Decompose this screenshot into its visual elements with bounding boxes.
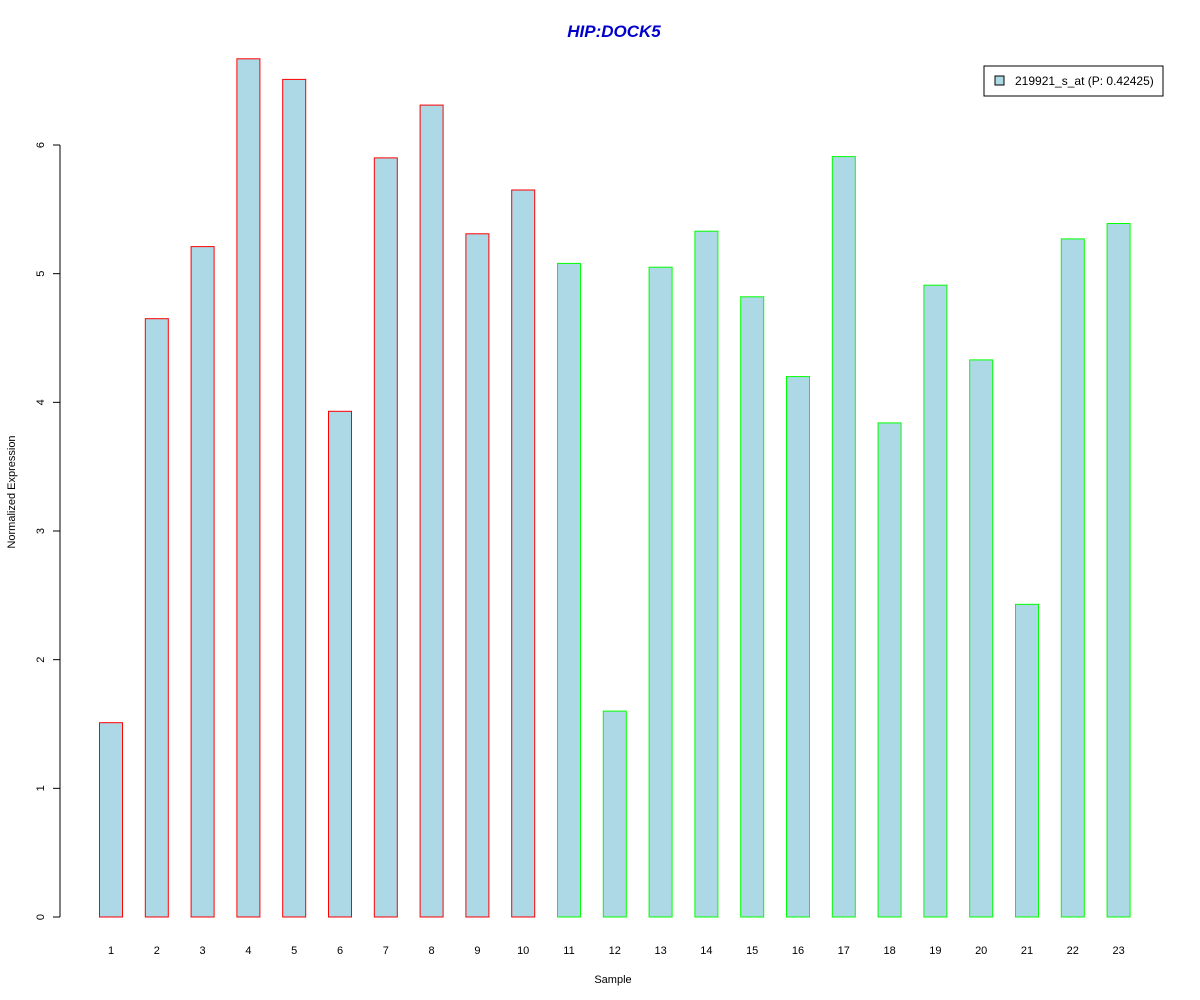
x-tick-label: 21 <box>1021 945 1033 957</box>
x-tick-label: 5 <box>291 945 297 957</box>
bar-sample-23 <box>1106 223 1131 918</box>
bar-sample-15 <box>740 296 765 918</box>
x-tick-label: 17 <box>838 945 850 957</box>
x-tick-label: 7 <box>383 945 389 957</box>
bar-sample-8 <box>419 104 444 918</box>
x-tick-label: 20 <box>975 945 987 957</box>
x-tick-label: 22 <box>1067 945 1079 957</box>
legend-swatch <box>994 75 1005 86</box>
bar-sample-20 <box>969 359 994 918</box>
x-tick-label: 16 <box>792 945 804 957</box>
x-tick-label: 15 <box>746 945 758 957</box>
legend-entry-label: 219921_s_at (P: 0.42425) <box>1015 74 1154 88</box>
x-tick-label: 1 <box>108 945 114 957</box>
x-tick-label: 19 <box>929 945 941 957</box>
bar-sample-19 <box>923 284 948 918</box>
bar-sample-17 <box>831 156 856 918</box>
bar-sample-4 <box>236 58 261 918</box>
x-axis-label: Sample <box>594 974 631 986</box>
bar-sample-14 <box>694 230 719 918</box>
legend: 219921_s_at (P: 0.42425) <box>983 65 1164 97</box>
bar-sample-2 <box>144 318 169 918</box>
y-axis-label: Normalized Expression <box>6 435 18 548</box>
y-tick-label: 6 <box>35 142 47 148</box>
x-tick-label: 13 <box>654 945 666 957</box>
bar-sample-5 <box>282 78 307 918</box>
x-tick-label: 9 <box>474 945 480 957</box>
bar-sample-6 <box>328 410 352 918</box>
x-tick-label: 2 <box>154 945 160 957</box>
bar-sample-3 <box>190 246 215 918</box>
x-tick-label: 12 <box>609 945 621 957</box>
bar-sample-18 <box>877 422 902 918</box>
x-tick-label: 10 <box>517 945 529 957</box>
y-tick-label: 3 <box>35 528 47 534</box>
x-tick-label: 3 <box>200 945 206 957</box>
bars <box>99 58 1131 918</box>
bar-sample-11 <box>557 262 581 918</box>
x-tick-label: 4 <box>245 945 251 957</box>
bar-sample-7 <box>373 157 398 918</box>
bar-sample-9 <box>465 233 490 918</box>
chart-title: HIP:DOCK5 <box>567 22 661 41</box>
bar-sample-13 <box>648 266 673 918</box>
y-tick-label: 0 <box>35 914 47 920</box>
bar-sample-16 <box>786 376 810 918</box>
y-tick-label: 1 <box>35 785 47 791</box>
y-axis: 0 1 2 3 4 5 6 <box>35 142 61 920</box>
bar-sample-12 <box>602 710 627 918</box>
y-tick-label: 5 <box>35 271 47 277</box>
bar-sample-1 <box>99 722 123 918</box>
x-tick-label: 11 <box>563 945 574 957</box>
legend-box <box>983 65 1164 97</box>
x-tick-label: 6 <box>337 945 343 957</box>
x-tick-label: 14 <box>700 945 712 957</box>
bar-sample-21 <box>1015 603 1039 918</box>
x-tick-labels: 1 2 3 4 5 6 7 8 9 10 11 12 13 14 15 16 17 18 19 20 21 22 23 <box>108 945 1125 957</box>
y-tick-label: 4 <box>35 399 47 405</box>
x-tick-label: 23 <box>1112 945 1124 957</box>
x-tick-label: 18 <box>883 945 895 957</box>
bar-sample-22 <box>1060 238 1085 918</box>
x-tick-label: 8 <box>429 945 435 957</box>
bar-sample-10 <box>511 189 536 918</box>
y-tick-label: 2 <box>35 657 47 663</box>
